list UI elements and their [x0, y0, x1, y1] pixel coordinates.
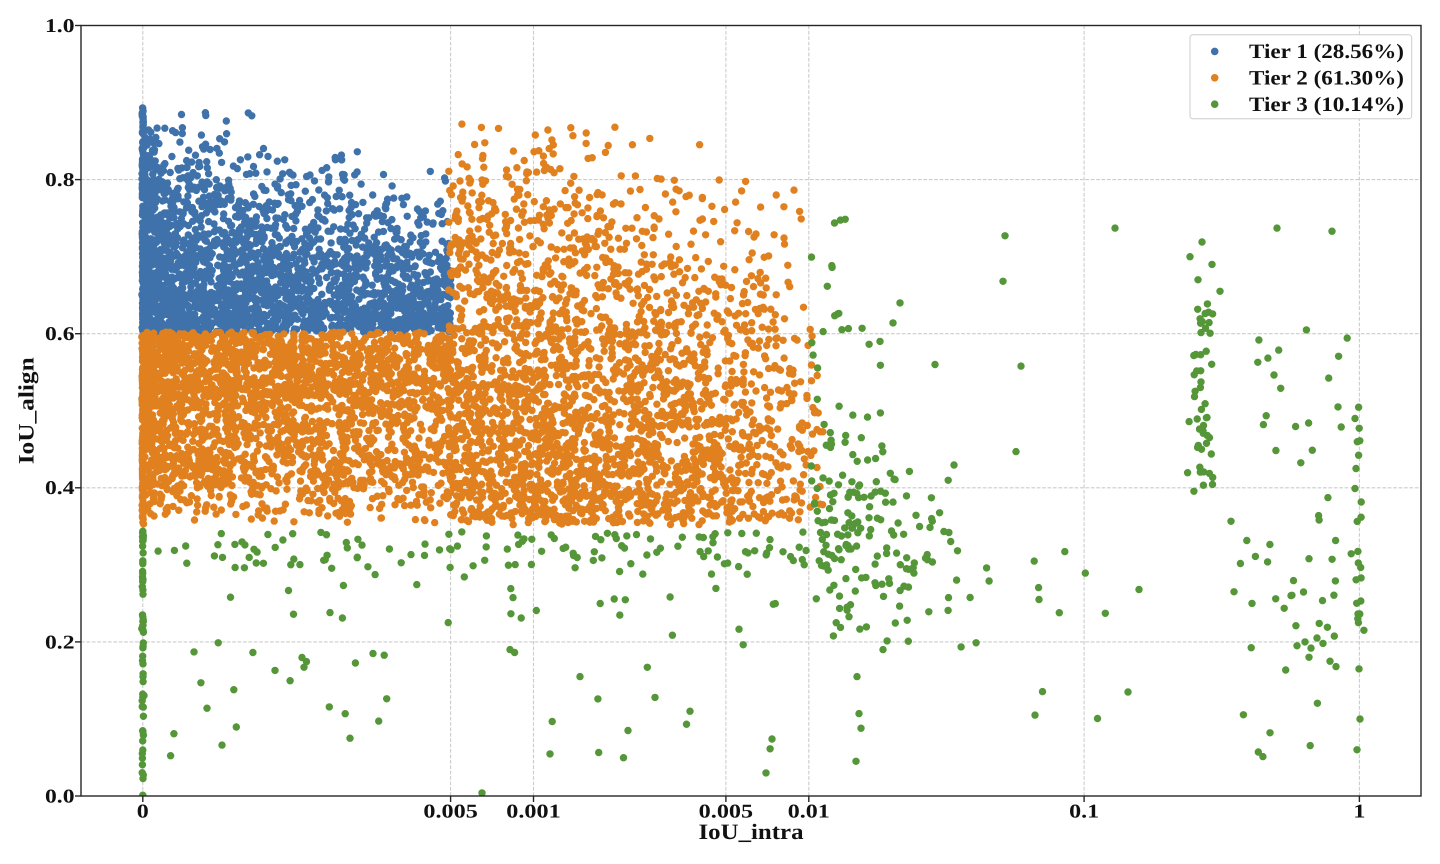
- svg-text:0.1: 0.1: [1069, 802, 1099, 823]
- svg-text:Tier 2 (61.30%): Tier 2 (61.30%): [1249, 68, 1404, 90]
- svg-text:0.001: 0.001: [506, 802, 560, 823]
- svg-text:0.8: 0.8: [45, 170, 75, 191]
- svg-text:0.0: 0.0: [45, 786, 75, 807]
- svg-text:Tier 1 (28.56%): Tier 1 (28.56%): [1249, 41, 1404, 63]
- svg-text:0.6: 0.6: [45, 324, 75, 345]
- svg-text:0.01: 0.01: [788, 802, 830, 823]
- svg-text:IoU_intra: IoU_intra: [699, 819, 804, 844]
- svg-text:1.0: 1.0: [45, 16, 75, 37]
- svg-text:0: 0: [137, 802, 149, 823]
- svg-text:0.2: 0.2: [45, 632, 75, 653]
- svg-text:Tier 3 (10.14%): Tier 3 (10.14%): [1249, 94, 1404, 116]
- svg-text:0.4: 0.4: [45, 478, 75, 499]
- svg-text:1: 1: [1353, 802, 1365, 823]
- svg-text:IoU_align: IoU_align: [14, 357, 39, 464]
- svg-text:0.005: 0.005: [423, 802, 478, 823]
- svg-text:0.005: 0.005: [699, 802, 754, 823]
